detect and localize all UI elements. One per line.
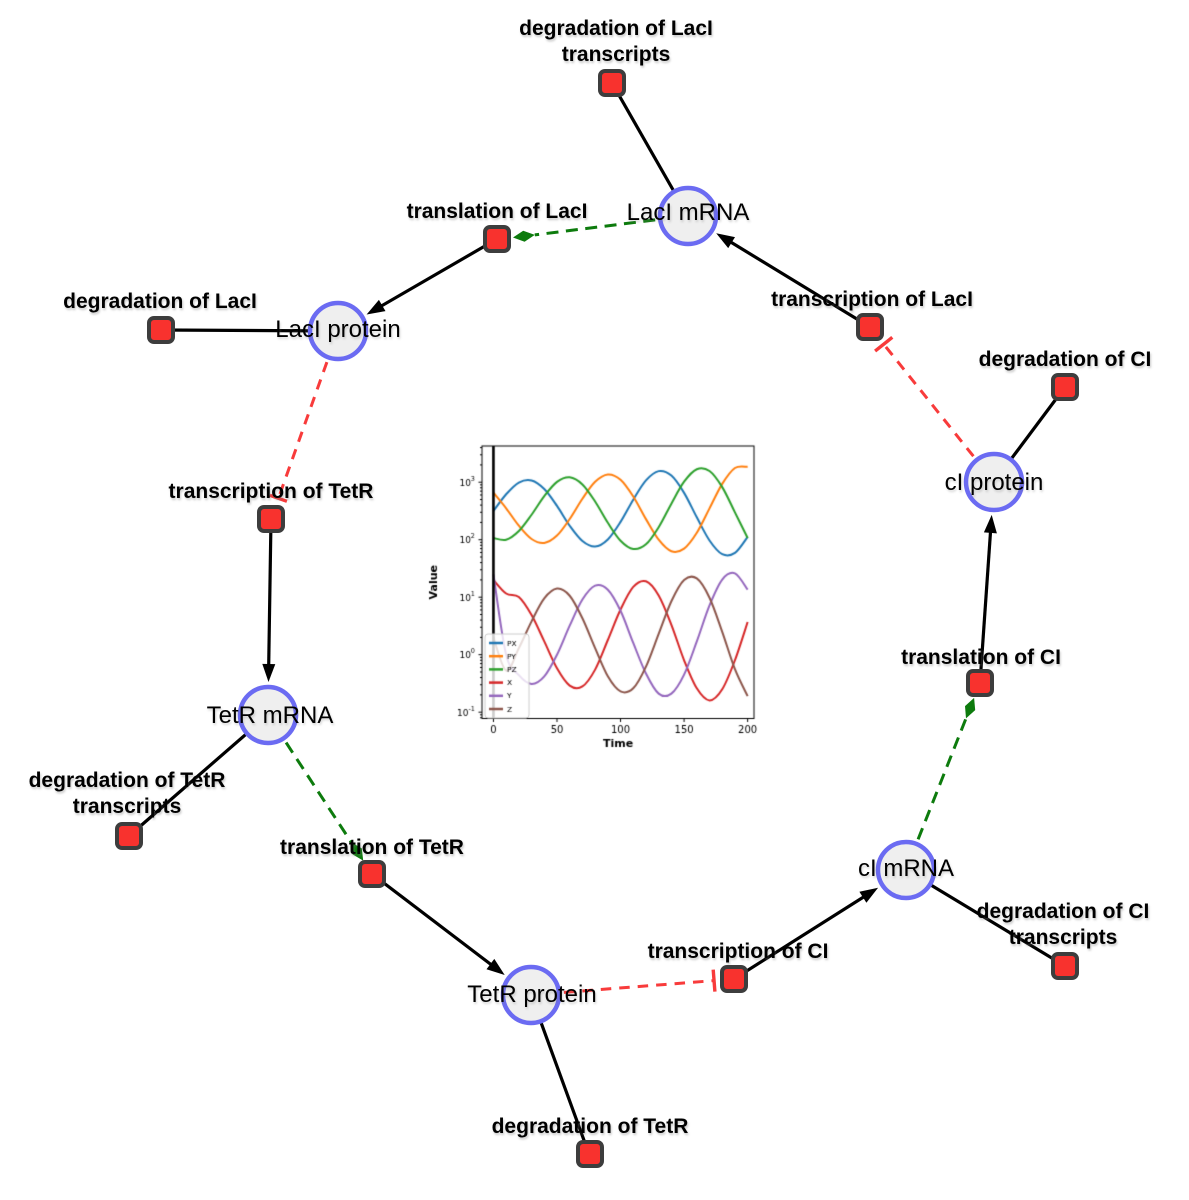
label-line: degradation of TetR [28,769,226,792]
species-node-ci-mrna[interactable] [875,839,937,901]
reaction-node-transcription-of-laci[interactable] [856,313,884,341]
reaction-label-degradation-of-tetr: degradation of TetR [492,1114,689,1140]
label-line: translation of TetR [280,836,464,859]
reaction-label-translation-of-laci: translation of LacI [407,199,588,225]
species-node-tetr-protein[interactable] [500,964,562,1026]
label-line: translation of LacI [406,200,588,223]
label-line: translation of CI [901,646,1061,669]
species-label-ci-mrna: cI mRNA [858,855,954,882]
timeseries-chart [425,428,765,763]
edge-tetrmrna-modifies-translation [284,741,353,844]
arrowhead-icon [366,299,386,315]
reaction-node-degradation-of-laci-transcripts[interactable] [598,69,626,97]
arrowhead-icon [859,887,879,903]
reaction-label-translation-of-ci: translation of CI [901,645,1061,671]
label-line: degradation of LacI [63,290,257,313]
reaction-label-transcription-of-tetr: transcription of TetR [169,479,374,505]
label-line: transcription of TetR [168,480,374,503]
label-line: degradation of CI [976,900,1150,923]
species-node-laci-protein[interactable] [307,300,369,362]
modifier-arrowhead-icon [965,697,976,719]
label-line: transcripts [561,43,671,66]
label-line: transcripts [72,795,182,818]
edge-transcription-ci-to-mrna [733,891,871,981]
arrowhead-icon [983,514,997,534]
arrowhead-icon [716,233,735,249]
label-line: degradation of CI [978,348,1152,371]
species-node-laci-mrna[interactable] [657,185,719,247]
modifier-arrowhead-icon [351,842,364,861]
edge-ciprotein-inhibits-transcription-laci [882,343,975,458]
species-label-tetr-mrna: TetR mRNA [206,702,334,729]
chart-canvas [425,428,765,763]
edge-cimrna-degradation [905,868,1066,968]
reaction-node-degradation-of-laci[interactable] [147,316,175,344]
arrowhead-icon [262,663,276,682]
reaction-node-degradation-of-tetr[interactable] [576,1140,604,1168]
label-line: transcription of LacI [771,288,973,311]
species-node-ci-protein[interactable] [963,451,1025,513]
label-line: transcripts [1008,926,1118,949]
reaction-node-translation-of-ci[interactable] [966,669,994,697]
edge-translation-ci-to-protein [978,524,993,684]
reaction-label-degradation-of-ci: degradation of CI [979,347,1152,373]
species-label-tetr-protein: TetR protein [467,981,597,1008]
inhibition-tee-icon [711,969,717,992]
species-label-laci-protein: LacI protein [275,316,401,343]
reaction-label-transcription-of-laci: transcription of LacI [771,287,973,313]
species-label-laci-mrna: LacI mRNA [626,199,750,226]
reaction-label-translation-of-tetr: translation of TetR [280,835,464,861]
species-label-ci-protein: cI protein [944,469,1044,496]
reaction-node-degradation-of-tetr-transcripts[interactable] [115,822,143,850]
species-node-tetr-mrna[interactable] [237,684,299,746]
edge-cimrna-modifies-translation [916,717,968,840]
inhibition-tee-icon [269,493,288,503]
reaction-node-transcription-of-ci[interactable] [720,965,748,993]
label-line: transcription of CI [647,940,829,963]
reaction-label-degradation-of-laci: degradation of LacI [63,289,257,315]
label-line: degradation of LacI [519,17,713,40]
edge-translation-laci-to-protein [374,237,498,311]
edge-translation-tetr-to-protein [371,872,498,971]
reaction-node-translation-of-laci[interactable] [483,225,511,253]
edge-transcription-laci-to-mrna [723,237,871,329]
reaction-label-degradation-of-laci-transcripts: degradation of LacI transcripts [519,16,713,68]
reaction-node-degradation-of-ci-transcripts[interactable] [1051,952,1079,980]
modifier-arrowhead-icon [513,230,535,242]
edge-tetrmrna-degradation [127,713,270,838]
edge-transcription-tetr-to-mrna [267,518,273,673]
reaction-node-degradation-of-ci[interactable] [1051,373,1079,401]
edge-lacimrna-modifies-translation [534,218,656,237]
edge-laciprotein-inhibits-transcription-tetr [276,361,329,499]
edge-tetrprotein-inhibits-transcription-ci [563,979,715,994]
reaction-label-transcription-of-ci: transcription of CI [648,939,829,965]
reaction-label-degradation-of-tetr-transcripts: degradation of TetR transcripts [29,768,226,820]
reaction-node-translation-of-tetr[interactable] [358,860,386,888]
label-line: degradation of TetR [491,1115,689,1138]
inhibition-tee-icon [874,335,894,353]
reaction-label-degradation-of-ci-transcripts: degradation of CI transcripts [977,899,1150,951]
reaction-node-transcription-of-tetr[interactable] [257,505,285,533]
arrowhead-icon [486,958,505,975]
